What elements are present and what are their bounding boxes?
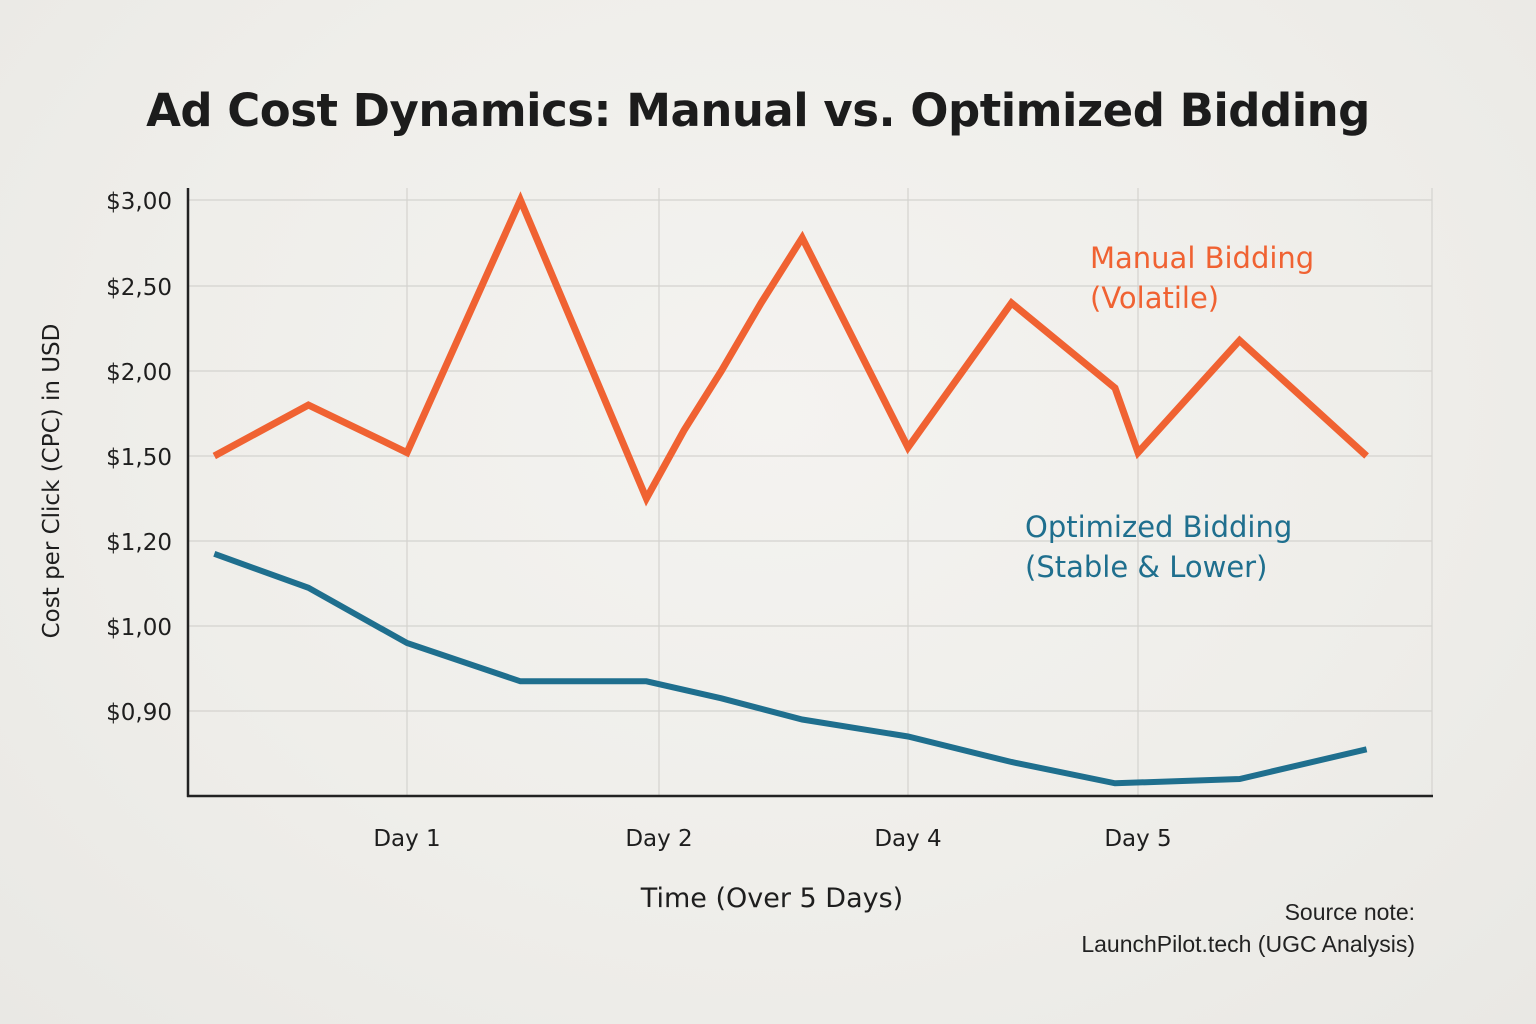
manual-bidding-label: Manual Bidding bbox=[1090, 241, 1314, 275]
x-tick-labels: Day 1 Day 2 Day 4 Day 5 bbox=[373, 826, 1171, 852]
manual-bidding-sublabel: (Volatile) bbox=[1090, 281, 1219, 315]
axes bbox=[186, 188, 1433, 798]
x-tick-label: Day 4 bbox=[874, 826, 941, 852]
y-tick-labels: $3,00 $2,50 $2,00 $1,50 $1,20 $1,00 $0,90 bbox=[106, 189, 172, 726]
x-tick-label: Day 5 bbox=[1104, 826, 1171, 852]
y-tick-label: $3,00 bbox=[106, 189, 172, 215]
series bbox=[212, 191, 1369, 787]
y-tick-label: $2,50 bbox=[106, 275, 172, 301]
source-note-heading: Source note: bbox=[1284, 899, 1415, 925]
optimized-bidding-label: Optimized Bidding bbox=[1025, 510, 1292, 544]
optimized-bidding-line bbox=[213, 550, 1368, 787]
y-tick-label: $1,20 bbox=[106, 530, 172, 556]
y-tick-label: $1,50 bbox=[106, 445, 172, 471]
chart-title: Ad Cost Dynamics: Manual vs. Optimized B… bbox=[146, 84, 1370, 137]
y-tick-label: $2,00 bbox=[106, 360, 172, 386]
series-labels: Manual Bidding (Volatile) Optimized Biddin… bbox=[1025, 241, 1314, 584]
x-tick-label: Day 1 bbox=[373, 826, 440, 852]
source-note-text: LaunchPilot.tech (UGC Analysis) bbox=[1081, 931, 1415, 957]
y-tick-label: $1,00 bbox=[106, 615, 172, 641]
y-tick-label: $0,90 bbox=[106, 700, 172, 726]
x-tick-label: Day 2 bbox=[625, 826, 692, 852]
manual-bidding-line bbox=[212, 191, 1369, 507]
source-note: Source note: LaunchPilot.tech (UGC Analy… bbox=[1081, 896, 1415, 960]
y-axis-label: Cost per Click (CPC) in USD bbox=[39, 323, 65, 639]
x-axis-label: Time (Over 5 Days) bbox=[640, 883, 904, 914]
optimized-bidding-sublabel: (Stable & Lower) bbox=[1025, 550, 1267, 584]
grid bbox=[188, 188, 1433, 796]
